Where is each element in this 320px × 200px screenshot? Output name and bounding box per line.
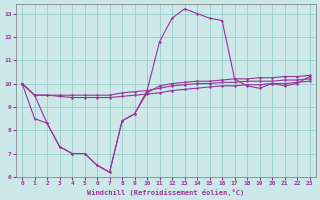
- X-axis label: Windchill (Refroidissement éolien,°C): Windchill (Refroidissement éolien,°C): [87, 189, 244, 196]
